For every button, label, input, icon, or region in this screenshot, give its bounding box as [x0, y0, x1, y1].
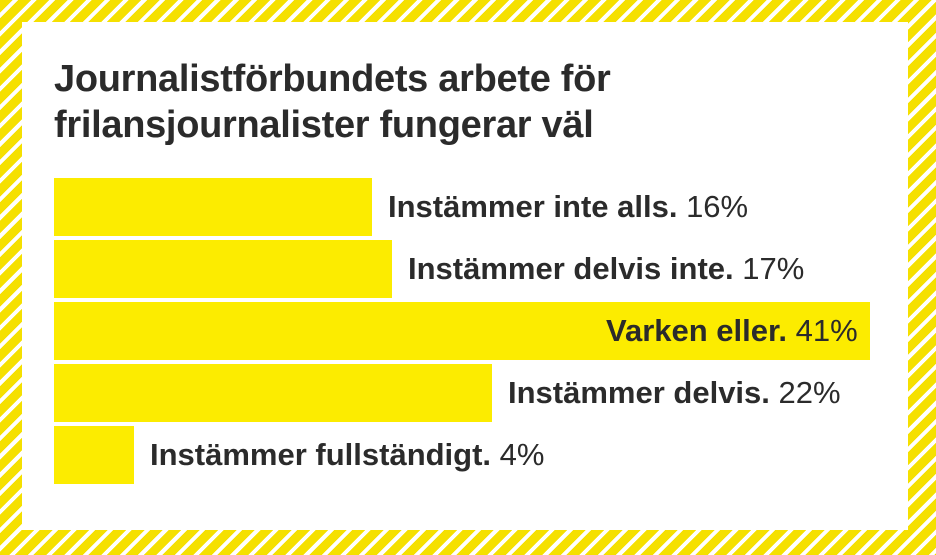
- bar: [54, 240, 392, 298]
- bar: [54, 364, 492, 422]
- category-label: Instämmer delvis inte.: [408, 251, 734, 286]
- category-label: Instämmer inte alls.: [388, 189, 678, 224]
- bar-label: Instämmer fullständigt. 4%: [150, 426, 544, 484]
- value-label: 41%: [786, 313, 858, 348]
- value-label: 16%: [677, 189, 749, 224]
- value-label: 4%: [491, 437, 545, 472]
- bar: [54, 426, 134, 484]
- chart-card: Journalistförbundets arbete för frilansj…: [22, 22, 908, 530]
- bar-label: Varken eller. 41%: [606, 302, 858, 360]
- bar: [54, 178, 372, 236]
- bar-label: Instämmer delvis inte. 17%: [408, 240, 804, 298]
- chart-title: Journalistförbundets arbete för frilansj…: [54, 58, 611, 146]
- bar-label: Instämmer delvis. 22%: [508, 364, 841, 422]
- bar: [54, 302, 870, 360]
- category-label: Instämmer fullständigt.: [150, 437, 492, 472]
- value-label: 22%: [769, 375, 841, 410]
- category-label: Instämmer delvis.: [508, 375, 770, 410]
- bar-label: Instämmer inte alls. 16%: [388, 178, 748, 236]
- category-label: Varken eller.: [606, 313, 787, 348]
- value-label: 17%: [733, 251, 805, 286]
